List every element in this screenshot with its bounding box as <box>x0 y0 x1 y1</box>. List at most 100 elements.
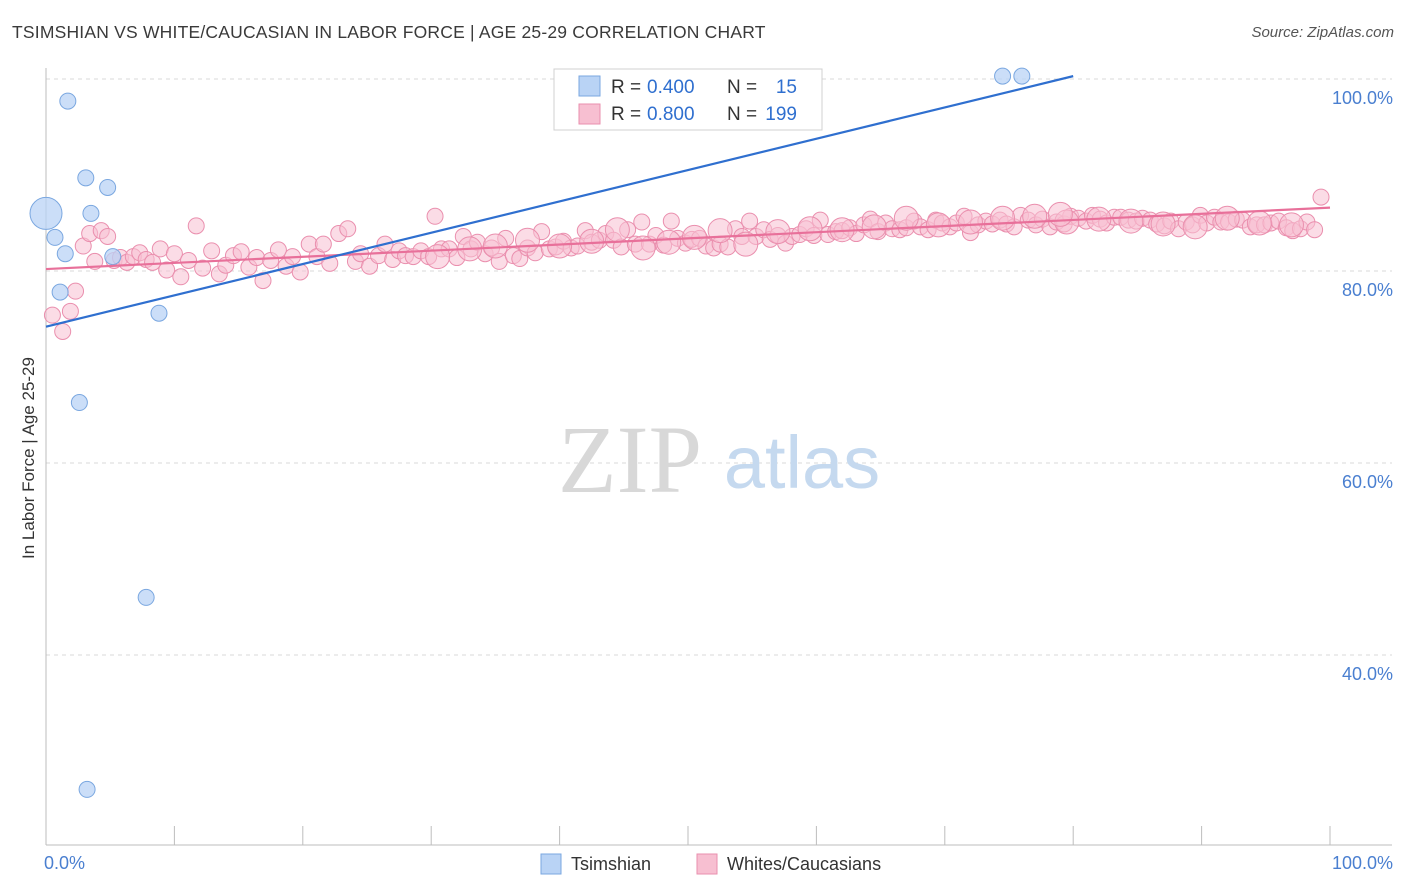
grid-lines <box>46 78 1392 656</box>
whites-caucasians-point <box>604 217 630 243</box>
whites-caucasians-point <box>990 205 1016 231</box>
tsimshian-point <box>46 228 64 246</box>
series-legend: Tsimshian Whites/Caucasians <box>540 853 881 875</box>
chart-title: TSIMSHIAN VS WHITE/CAUCASIAN IN LABOR FO… <box>12 22 766 42</box>
whites-caucasians-point <box>662 212 680 230</box>
whites-caucasians-point <box>158 261 176 279</box>
whites-caucasians-point <box>203 242 221 260</box>
chart-source: Source: ZipAtlas.com <box>1251 24 1394 41</box>
trend-lines <box>45 75 1331 328</box>
whites-caucasians-trend-line <box>45 206 1331 271</box>
x-tick-label: 0.0% <box>44 853 85 873</box>
tsimshian-point <box>1013 67 1031 85</box>
tsimshian-point <box>994 67 1012 85</box>
whites-caucasians-point <box>151 240 169 258</box>
whites-caucasians-point <box>172 268 190 286</box>
whites-caucasians-point <box>861 214 887 240</box>
whites-caucasians-point <box>547 233 573 259</box>
whites-caucasians-point <box>54 322 72 340</box>
axes <box>45 68 1392 846</box>
whites-caucasians-point <box>248 249 266 267</box>
tsimshian-point <box>56 245 74 263</box>
legend-r-label: R = <box>611 104 641 125</box>
whites-caucasians-point <box>1047 201 1073 227</box>
whites-caucasians-point <box>426 207 444 225</box>
bottom-legend-swatch-whites <box>696 853 718 875</box>
whites-caucasians-point <box>61 302 79 320</box>
whites-caucasians-point <box>425 244 451 270</box>
whites-caucasians-point <box>707 218 733 244</box>
legend-r-value: 0.800 <box>647 104 695 125</box>
whites-caucasians-point <box>194 259 212 277</box>
whites-caucasians-point <box>269 241 287 259</box>
tsimshian-point <box>59 92 77 110</box>
tsimshian-points <box>29 67 1031 798</box>
y-tick-label: 60.0% <box>1342 472 1393 492</box>
whites-caucasians-point <box>633 213 651 231</box>
watermark-atlas: atlas <box>724 421 880 504</box>
whites-caucasians-point <box>1246 210 1272 236</box>
whites-caucasians-point <box>515 227 540 253</box>
whites-caucasians-point <box>254 272 272 290</box>
watermark-zip: ZIP <box>558 406 702 513</box>
legend-r-value: 0.400 <box>647 77 695 98</box>
whites-caucasians-point <box>187 217 205 235</box>
whites-caucasians-point <box>797 216 823 242</box>
tsimshian-point <box>137 588 155 606</box>
whites-caucasians-point <box>1214 205 1240 231</box>
y-tick-label: 100.0% <box>1332 88 1393 108</box>
whites-caucasians-point <box>1022 203 1048 229</box>
legend-n-value: 199 <box>765 104 797 125</box>
tsimshian-point <box>70 394 88 412</box>
stats-legend: R = 0.400 N = 15 R = 0.800 N = 199 <box>553 68 823 131</box>
whites-caucasians-point <box>43 306 61 324</box>
whites-caucasians-point <box>67 282 85 300</box>
bottom-legend-swatch-tsimshian <box>540 853 562 875</box>
legend-swatch-whites <box>578 103 601 125</box>
whites-caucasians-point <box>1312 188 1330 206</box>
legend-n-label: N = <box>727 77 757 98</box>
bottom-legend-tsimshian: Tsimshian <box>571 854 651 874</box>
whites-caucasians-point <box>1182 214 1208 240</box>
whites-caucasians-point <box>339 220 357 238</box>
tsimshian-point <box>104 248 122 266</box>
tsimshian-point <box>51 283 69 301</box>
whites-caucasians-point <box>741 212 759 230</box>
whites-caucasians-point <box>232 243 250 261</box>
tsimshian-point <box>77 169 95 187</box>
legend-swatch-tsimshian <box>578 75 601 97</box>
whites-caucasians-point <box>86 252 104 270</box>
whites-caucasians-point <box>579 228 605 254</box>
tsimshian-point <box>82 204 100 222</box>
whites-caucasians-point <box>630 235 656 261</box>
y-tick-label: 40.0% <box>1342 664 1393 684</box>
whites-caucasians-point <box>482 233 508 259</box>
whites-caucasians-point <box>1118 208 1144 234</box>
tsimshian-point <box>78 780 96 798</box>
whites-caucasians-point <box>733 231 759 257</box>
legend-n-label: N = <box>727 104 757 125</box>
tsimshian-point <box>150 304 168 322</box>
legend-r-label: R = <box>611 77 641 98</box>
tsimshian-point <box>29 196 63 230</box>
whites-caucasians-points <box>43 188 1330 340</box>
bottom-legend-whites: Whites/Caucasians <box>727 854 881 874</box>
whites-caucasians-point <box>99 227 117 245</box>
y-tick-label: 80.0% <box>1342 280 1393 300</box>
whites-caucasians-point <box>314 235 332 253</box>
tsimshian-trend-line <box>45 75 1074 328</box>
whites-caucasians-point <box>765 219 791 245</box>
whites-caucasians-point <box>1150 211 1176 237</box>
whites-caucasians-point <box>656 229 682 255</box>
tick-labels: 40.0% 60.0% 80.0% 100.0% 0.0% 100.0% <box>44 88 1393 873</box>
legend-n-value: 15 <box>776 77 797 98</box>
whites-caucasians-point <box>180 251 198 269</box>
tsimshian-point <box>99 178 117 196</box>
whites-caucasians-point <box>893 205 919 231</box>
whites-caucasians-point <box>1306 221 1324 239</box>
whites-caucasians-point <box>144 253 162 271</box>
whites-caucasians-point <box>1278 212 1304 238</box>
whites-caucasians-point <box>165 245 183 263</box>
whites-caucasians-point <box>957 209 983 235</box>
